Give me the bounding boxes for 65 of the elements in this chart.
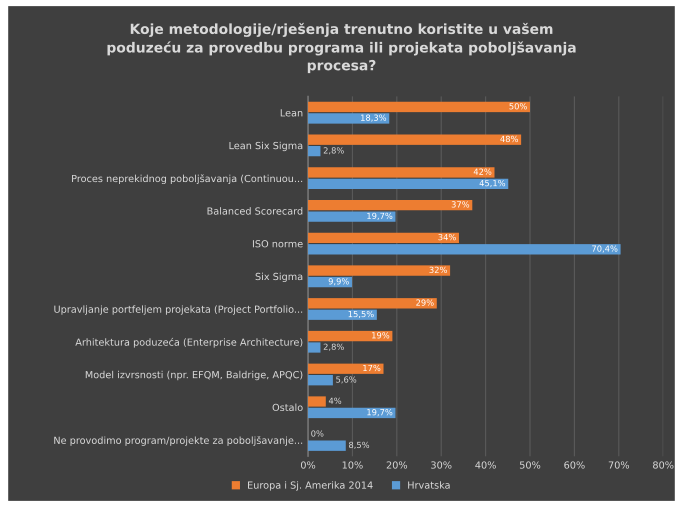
bar (308, 178, 508, 190)
data-label: 8,5% (349, 442, 370, 449)
y-tick-label: ISO norme (252, 240, 303, 248)
data-label: 19,7% (367, 409, 392, 416)
data-label: 15,5% (348, 310, 374, 318)
bar (308, 342, 320, 353)
bar (308, 310, 377, 320)
bar (308, 244, 621, 254)
x-tick-label: 10% (342, 461, 363, 469)
y-tick-label: Model izvrsnosti (npr. EFQM, Baldrige, APQC) (86, 370, 302, 380)
y-tick-label: Lean (280, 109, 302, 117)
bar (308, 265, 450, 276)
bar (308, 167, 494, 178)
legend-label: Europa i Sj. Amerika 2014 (248, 481, 373, 491)
bar (308, 298, 437, 308)
data-label: 37% (452, 201, 470, 208)
bar (308, 375, 333, 386)
legend-label: Hrvatska (408, 481, 450, 489)
data-label: 34% (438, 234, 456, 240)
data-label: 9,9% (328, 278, 349, 286)
x-tick-label: 40% (475, 461, 496, 469)
y-tick-label: Balanced Scorecard (208, 207, 302, 215)
data-label: 48% (500, 136, 518, 142)
y-tick-label: Lean Six Sigma (229, 142, 302, 152)
data-label: 17% (363, 364, 380, 372)
x-tick-label: 50% (520, 461, 540, 469)
y-tick-label: Proces neprekidnog poboljšavanja (Continuou... (72, 174, 302, 184)
data-label: 29% (416, 299, 434, 306)
data-label: 0% (311, 430, 324, 437)
x-tick-label: 0% (300, 461, 316, 469)
x-tick-label: 20% (386, 461, 408, 469)
data-label: 19% (372, 332, 390, 338)
x-tick-label: 30% (431, 461, 452, 469)
bar (308, 440, 346, 451)
bar (308, 396, 326, 407)
bar (308, 113, 390, 124)
data-label: 50% (509, 103, 527, 110)
chart-title: Koje metodologije/rješenja trenutno koristite u vašem poduzeću za provedbu programa ili projekata poboljšavanja procesa? (108, 22, 576, 74)
data-label: 45,1% (480, 180, 506, 188)
data-label: 19,7% (367, 212, 392, 220)
data-label: 18,3% (361, 114, 386, 122)
bar (308, 211, 396, 222)
data-label: 2,8% (324, 344, 344, 351)
x-tick-label: 70% (608, 461, 630, 469)
x-tick-label: 80% (653, 461, 674, 469)
data-label: 5,6% (336, 376, 356, 384)
data-label: 4% (328, 398, 342, 404)
x-tick-label: 60% (564, 461, 585, 469)
bar (308, 146, 320, 156)
data-label: 70,4% (592, 245, 618, 253)
y-tick-label: Six Sigma (256, 272, 302, 282)
bar (308, 102, 530, 112)
y-tick-label: Ne provodimo program/projekte za poboljšavanje... (54, 436, 302, 446)
bar (308, 200, 472, 210)
y-tick-label: Arhitektura poduzeća (Enterprise Architecture) (75, 338, 302, 348)
bar (308, 364, 384, 374)
data-label: 32% (430, 266, 447, 274)
data-label: 42% (474, 168, 492, 175)
bar (308, 134, 522, 145)
y-tick-label: Upravljanje portfeljem projekata (Project Portfolio... (54, 305, 302, 315)
bar (308, 330, 392, 342)
bar (308, 408, 396, 418)
data-label: 2,8% (324, 147, 344, 154)
y-tick-label: Ostalo (272, 404, 303, 412)
bar (308, 232, 459, 244)
